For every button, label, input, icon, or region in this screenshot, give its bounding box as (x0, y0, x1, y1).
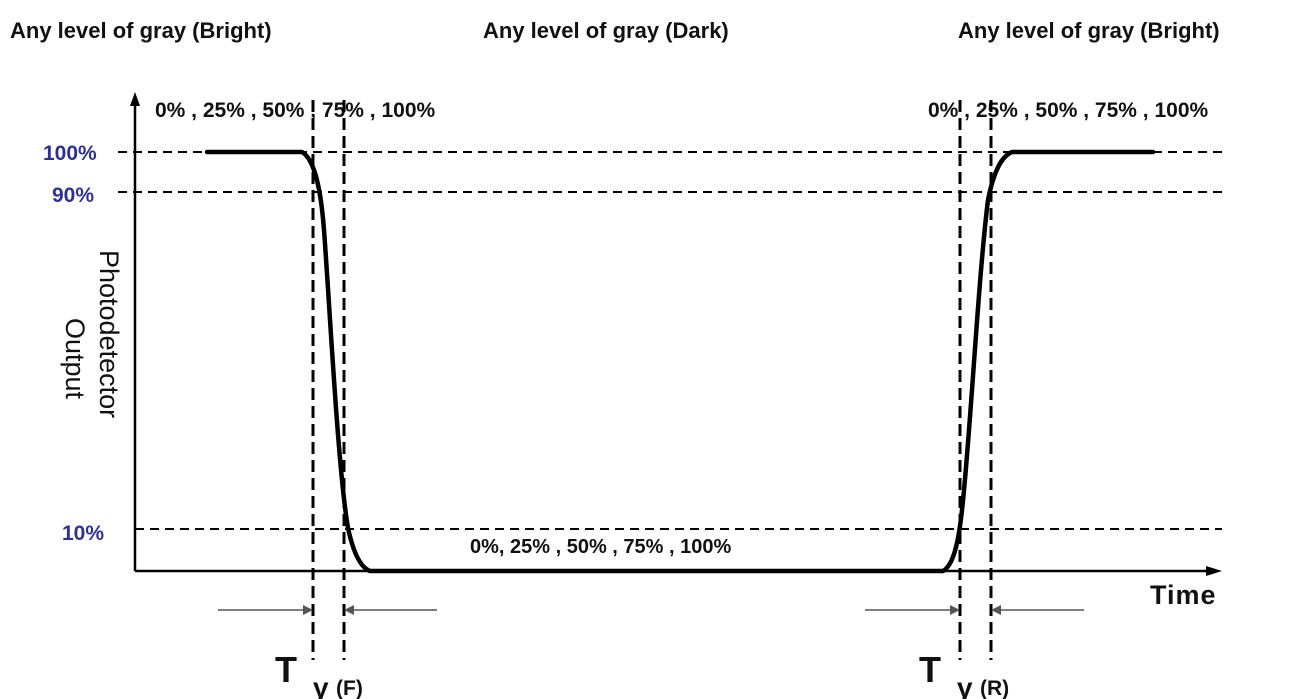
y-axis-arrowhead (130, 92, 140, 106)
fall-arrowhead-right (344, 605, 354, 615)
rise-time-main: T (919, 649, 941, 690)
response-curve (204, 149, 1156, 574)
header-right-label: Any level of gray (Bright) (958, 18, 1220, 43)
levels-middle: 0%, 25% , 50% , 75% , 100% (470, 536, 731, 558)
x-axis-arrowhead (1206, 566, 1222, 576)
y-tick-90: 90% (52, 184, 94, 207)
y-axis-title-line2: Output (60, 318, 90, 400)
fall-time-greek: γ (313, 672, 329, 699)
y-axis-title-line1: Photodetector (94, 250, 124, 418)
rise-arrowhead-left (950, 605, 960, 615)
fall-time-sub: (F) (336, 677, 363, 699)
rise-time-sub: (R) (980, 677, 1009, 699)
levels-top-left: 0% , 25% , 50% , 75% , 100% (155, 99, 435, 122)
fall-time-label: T γ (F) (275, 649, 363, 699)
x-axis-title: Time (1150, 580, 1217, 610)
levels-top-right: 0% , 25% , 50% , 75% , 100% (928, 99, 1208, 122)
fall-time-main: T (275, 649, 297, 690)
header-center-label: Any level of gray (Dark) (483, 18, 729, 43)
rise-time-greek: γ (957, 672, 973, 699)
y-tick-10: 10% (62, 522, 104, 545)
rise-arrowhead-right (991, 605, 1001, 615)
y-axis-title: Photodetector Output (60, 250, 124, 418)
fall-arrowhead-left (303, 605, 313, 615)
header-left-label: Any level of gray (Bright) (10, 18, 272, 43)
rise-time-label: T γ (R) (919, 649, 1009, 699)
y-tick-100: 100% (43, 142, 97, 165)
